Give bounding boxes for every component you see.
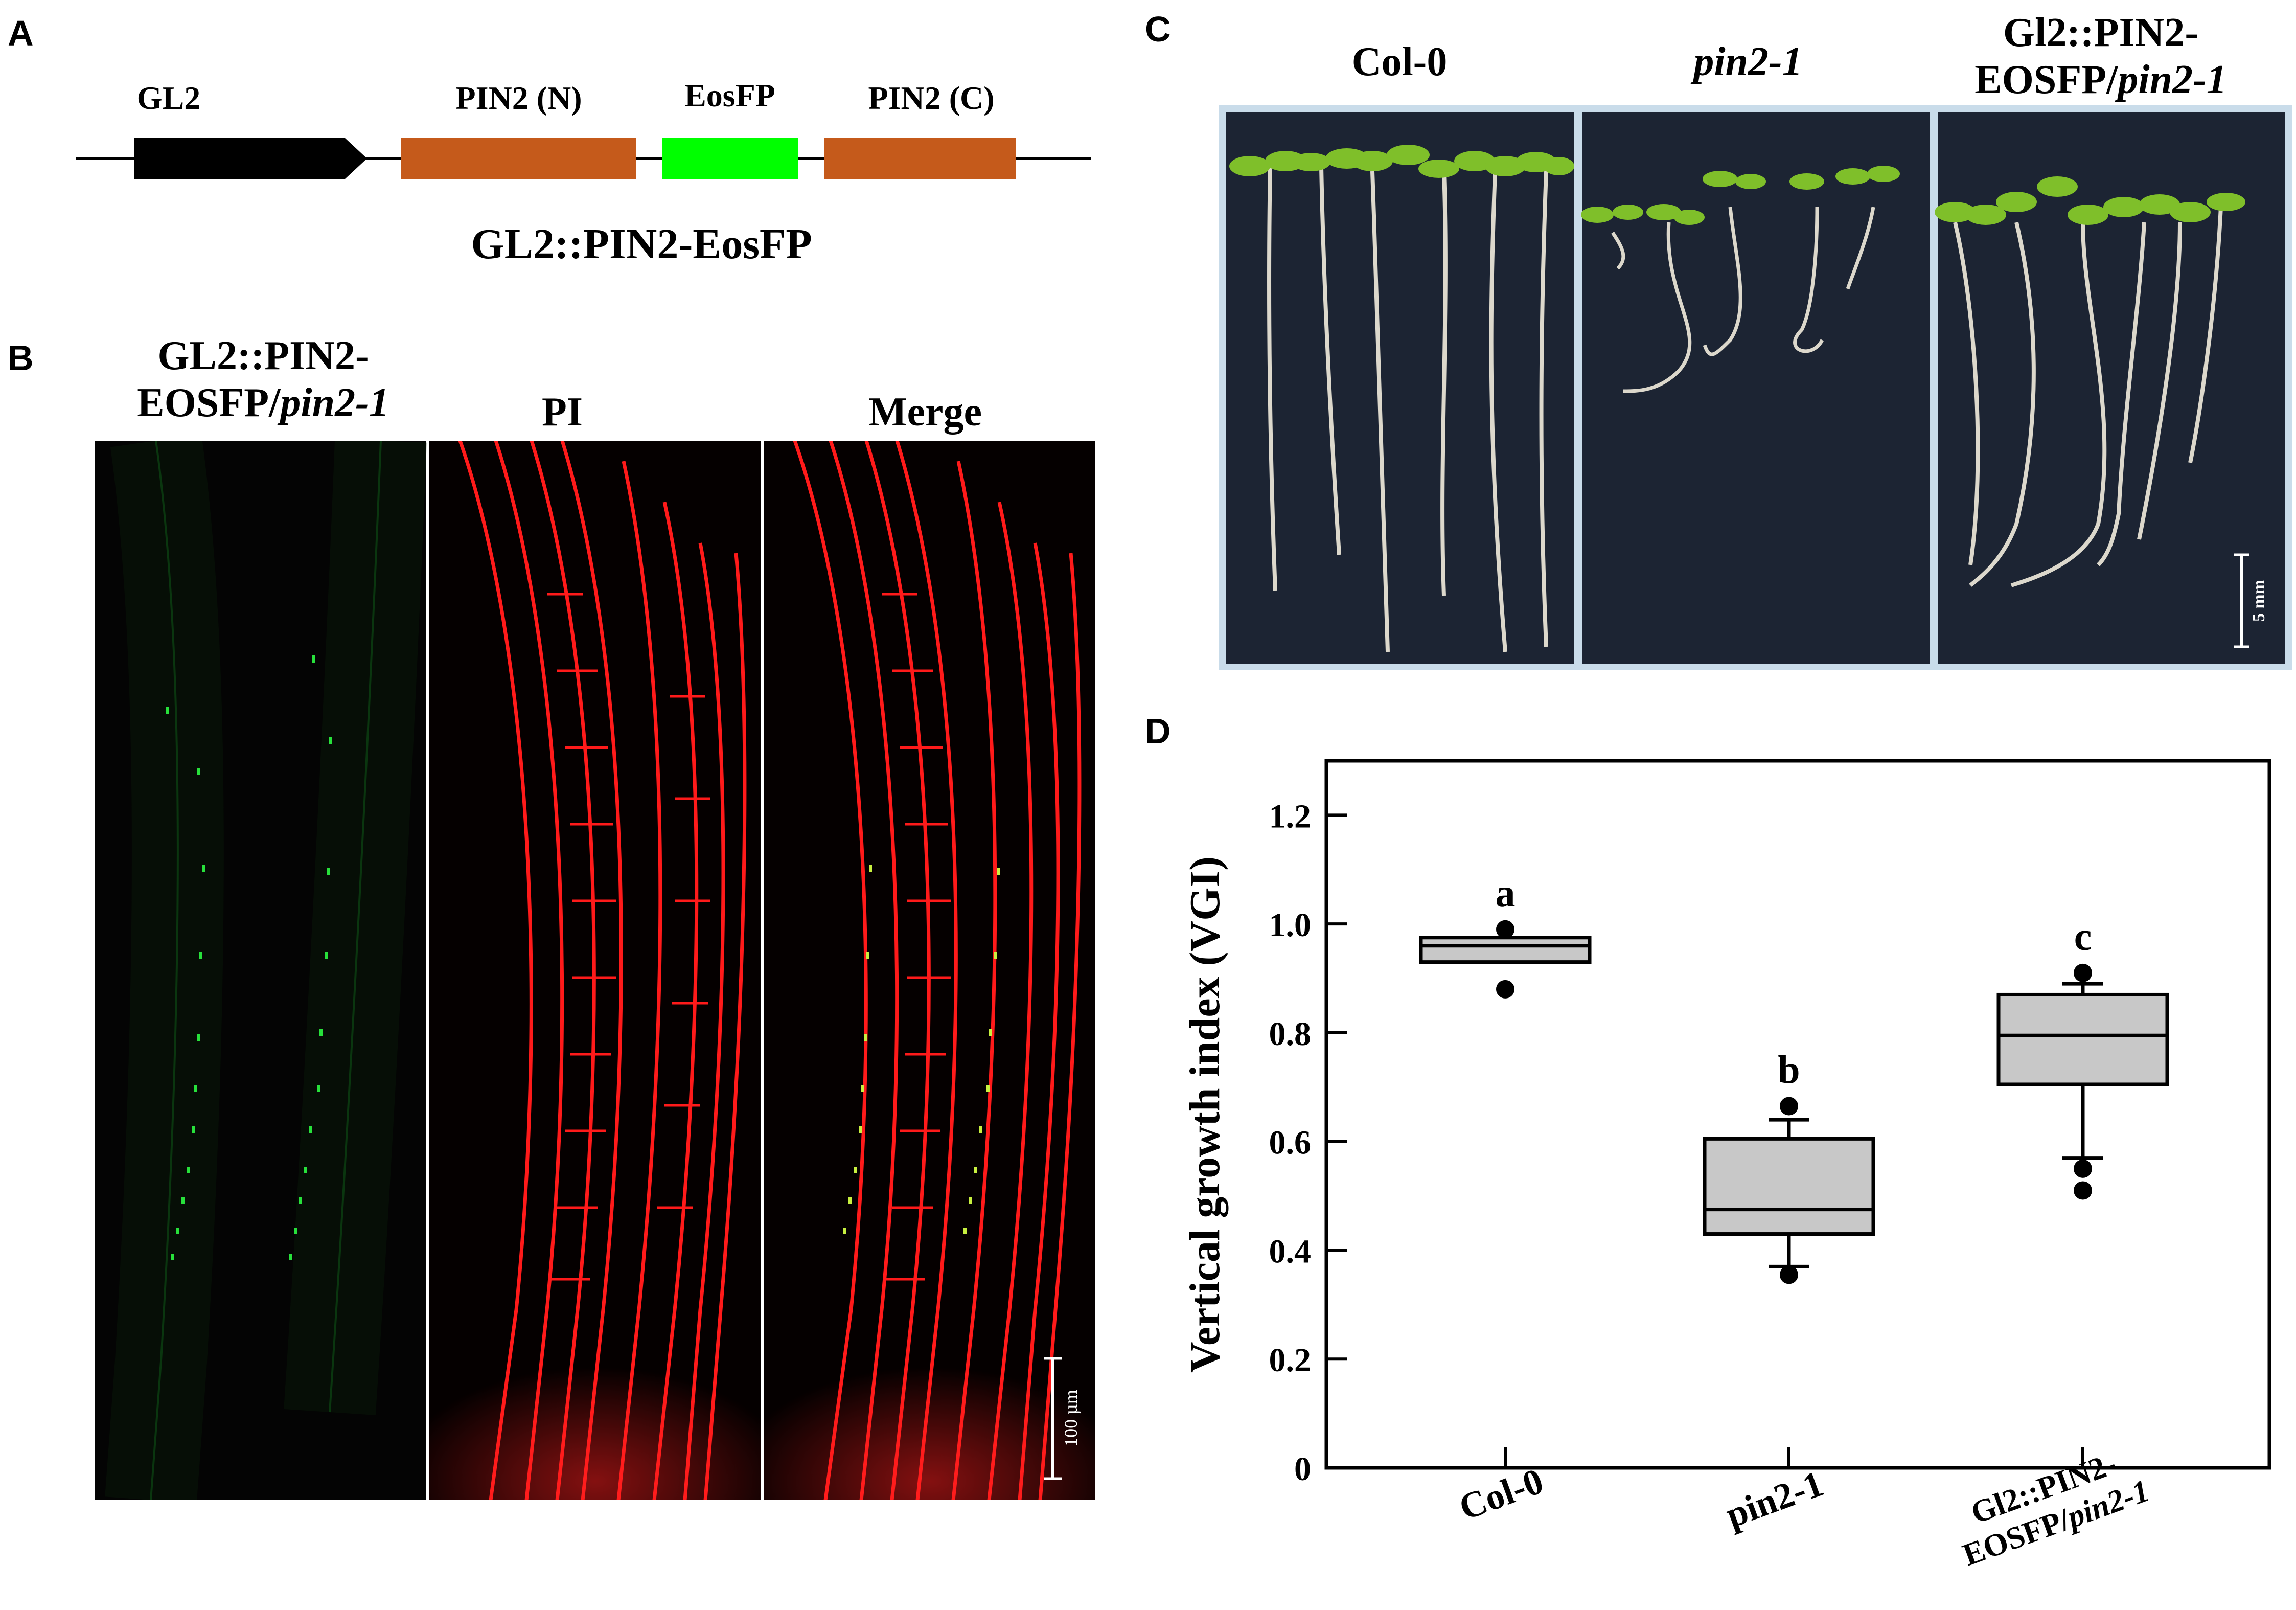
panel-b-col2-header: PI — [542, 390, 583, 435]
micrograph-pi — [429, 441, 761, 1500]
outlier-point — [2074, 1159, 2092, 1178]
x-label-col0: Col-0 — [1454, 1460, 1548, 1528]
y-tick-label: 0.2 — [1269, 1342, 1312, 1379]
box-iqr — [1419, 936, 1592, 964]
photo-pin2-1 — [1581, 112, 1930, 664]
outlier-point — [2074, 963, 2092, 982]
significance-letter: b — [1778, 1048, 1800, 1092]
box-iqr — [1996, 992, 2169, 1086]
plot-frame — [1324, 759, 2271, 1470]
y-tick-label: 0 — [1294, 1450, 1311, 1488]
micrograph-merge: 100 µm — [764, 441, 1095, 1500]
x-label-complemented: Gl2::PIN2-EOSFP/pin2-1 — [1958, 1446, 2154, 1573]
panel-c-col1-header: Col-0 — [1351, 39, 1448, 84]
col1-header-line1: GL2::PIN2- — [157, 333, 369, 378]
col1-header-line2: EOSFP/pin2-1 — [137, 380, 389, 425]
construct-label-pin2-n: PIN2 (N) — [455, 80, 582, 116]
scale-bar-label-c: 5 mm — [2249, 580, 2268, 622]
box-2: b — [1703, 1048, 1875, 1468]
pin2-n-block — [401, 138, 636, 179]
construct-label-pin2-c: PIN2 (C) — [868, 80, 995, 116]
box-1: a — [1419, 871, 1592, 1468]
construct-label-eosfp: EosFP — [684, 77, 775, 114]
significance-letter: a — [1496, 871, 1516, 915]
outlier-point — [1496, 980, 1514, 999]
eosfp-block — [662, 138, 798, 179]
panel-letter-c: C — [1145, 9, 1171, 49]
box-iqr — [1703, 1137, 1875, 1236]
pin2-c-block — [824, 138, 1016, 179]
y-axis-title: Vertical growth index (VGI) — [1181, 856, 1229, 1373]
y-tick-label: 1.0 — [1269, 906, 1312, 944]
scale-bar-label-b: 100 µm — [1061, 1390, 1081, 1447]
c-col3-header-line2: EOSFP/pin2-1 — [1974, 57, 2227, 102]
outlier-point — [1496, 920, 1514, 939]
panel-letter-d: D — [1145, 711, 1171, 751]
panel-b-col3-header: Merge — [868, 390, 982, 435]
y-tick-label: 0.4 — [1269, 1233, 1312, 1270]
construct-diagram — [76, 138, 1091, 179]
x-axis-labels: Col-0 pin2-1 Gl2::PIN2-EOSFP/pin2-1 — [1454, 1446, 2154, 1573]
y-axis: 0 0.2 0.4 0.6 0.8 1.0 1.2 — [1269, 798, 1347, 1488]
micrograph-green — [95, 441, 427, 1500]
panel-c-col2-header: pin2-1 — [1693, 39, 1803, 84]
panel-b-col1-header: GL2::PIN2- EOSFP/pin2-1 — [137, 332, 389, 426]
y-tick-label: 0.6 — [1269, 1124, 1312, 1162]
significance-letter: c — [2074, 914, 2092, 959]
x-label-pin2-1: pin2-1 — [1720, 1463, 1829, 1535]
c-col3-header-line1: Gl2::PIN2- — [2003, 10, 2199, 55]
panel-c-col3-header: Gl2::PIN2- EOSFP/pin2-1 — [1974, 9, 2226, 103]
outlier-point — [1780, 1097, 1798, 1116]
gl2-promoter-block — [134, 138, 367, 179]
photo-col0 — [1226, 112, 1574, 664]
panel-b-micrographs: 100 µm — [95, 441, 1095, 1500]
panel-letter-b: B — [8, 338, 34, 378]
panel-c-photos: 5 mm — [1219, 105, 2292, 670]
chart-vgi: 0 0.2 0.4 0.6 0.8 1.0 1.2 ab c Col-0 pin2-1 Gl2::… — [1181, 759, 2271, 1573]
panel-letter-a: A — [8, 13, 34, 53]
outlier-point — [1780, 1265, 1798, 1284]
box-3: c — [1996, 914, 2169, 1468]
y-tick-label: 0.8 — [1269, 1015, 1312, 1053]
construct-label-gl2: GL2 — [136, 80, 201, 116]
construct-name: GL2::PIN2-EosFP — [471, 220, 812, 268]
photo-complemented: 5 mm — [1935, 112, 2285, 664]
outlier-point — [2074, 1181, 2092, 1200]
y-tick-label: 1.2 — [1269, 798, 1312, 835]
boxes: a b c — [1419, 871, 2169, 1468]
